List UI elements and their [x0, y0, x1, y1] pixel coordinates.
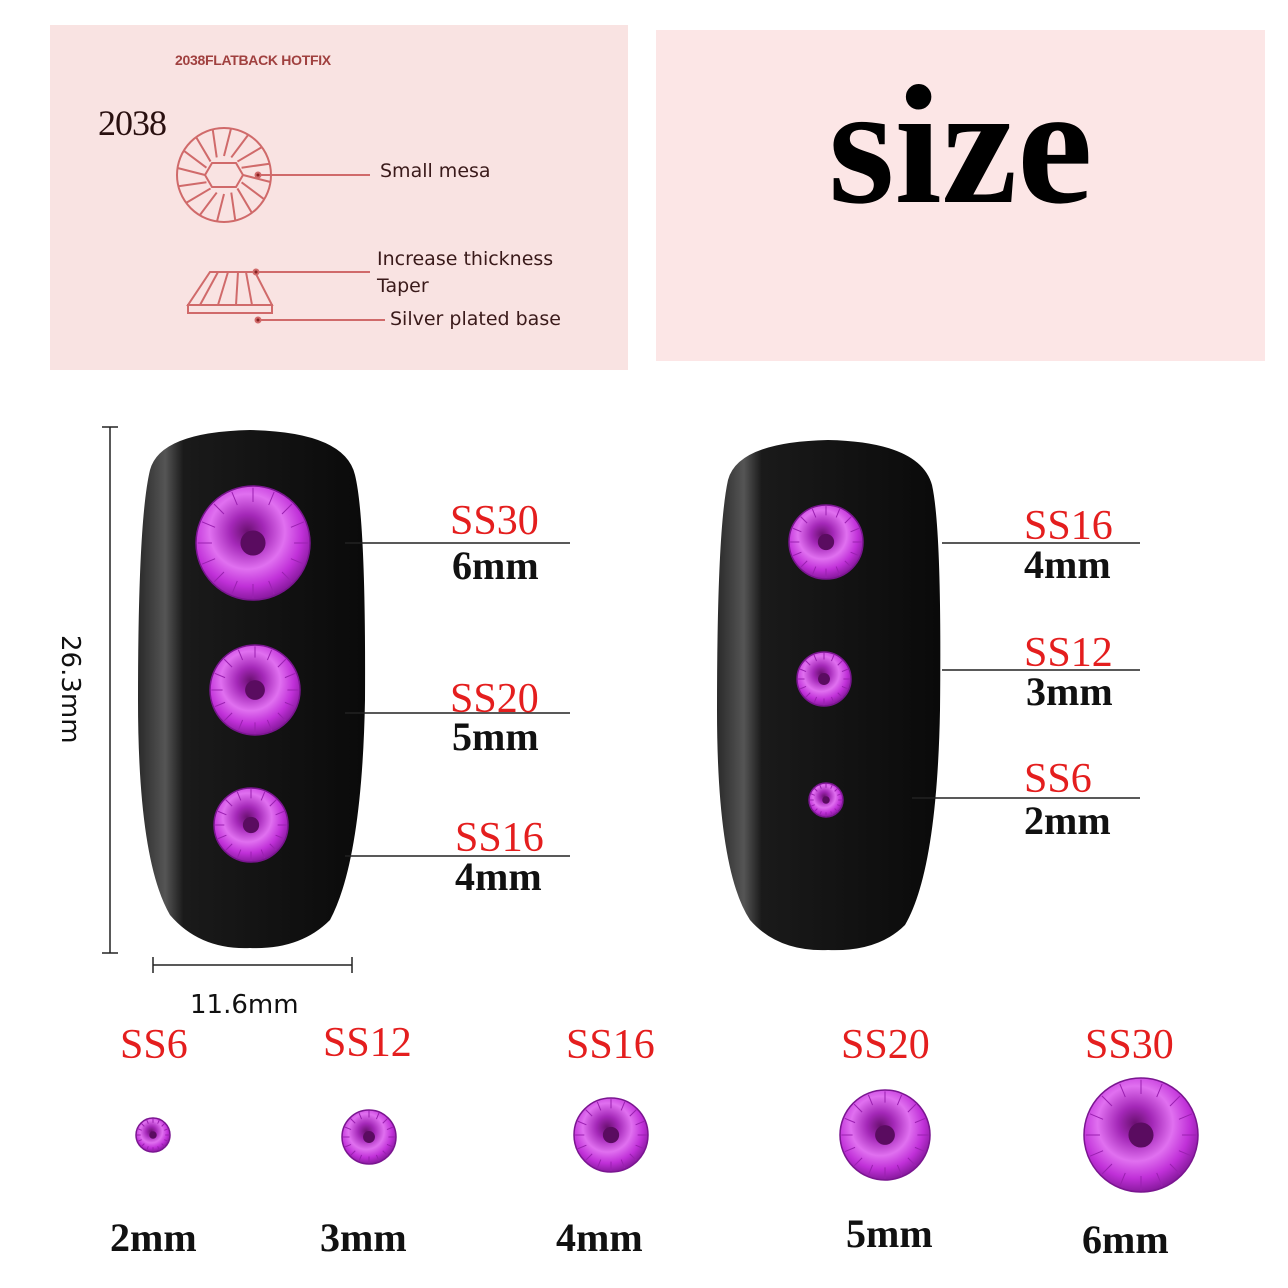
headline-panel [656, 30, 1265, 361]
right-code-1: SS16 [1024, 503, 1113, 549]
right-size-3: 2mm [1024, 798, 1111, 843]
model-number: 2038 [98, 103, 167, 143]
rhinestone [135, 1117, 171, 1153]
label-silver-plated-base: Silver plated base [390, 308, 561, 330]
bottom-size-4: 5mm [846, 1211, 933, 1256]
bottom-code-4: SS20 [841, 1022, 930, 1068]
right-code-3: SS6 [1024, 756, 1092, 802]
rhinestone [573, 1097, 649, 1173]
bottom-size-5: 6mm [1082, 1217, 1169, 1262]
rhinestone [1083, 1077, 1199, 1193]
label-increase-thickness: Increase thickness [377, 248, 554, 270]
bottom-code-2: SS12 [323, 1020, 412, 1066]
rosette-diagram [176, 127, 370, 223]
rhinestone [209, 644, 301, 736]
width-label: 11.6mm [190, 990, 299, 1020]
height-label: 26.3mm [55, 635, 85, 744]
rhinestone [796, 651, 852, 707]
diagram-panel [50, 25, 628, 370]
right-size-2: 3mm [1026, 669, 1113, 714]
left-size-3: 4mm [455, 854, 542, 899]
rhinestone [213, 787, 289, 863]
left-code-1: SS30 [450, 498, 539, 544]
rhinestone [788, 504, 864, 580]
rhinestone [195, 485, 311, 601]
rhinestone [341, 1109, 397, 1165]
left-size-1: 6mm [452, 543, 539, 588]
rhinestone [839, 1089, 931, 1181]
bottom-code-3: SS16 [566, 1022, 655, 1068]
left-code-3: SS16 [455, 815, 544, 861]
right-size-1: 4mm [1024, 542, 1111, 587]
bottom-size-3: 4mm [556, 1215, 643, 1260]
headline-size: size [828, 51, 1093, 239]
label-small-mesa: Small mesa [380, 160, 491, 182]
right-code-2: SS12 [1024, 630, 1113, 676]
width-dimension-line [152, 957, 353, 973]
profile-diagram [186, 171, 385, 324]
diagram-title: 2038FLATBACK HOTFIX [175, 52, 331, 68]
bottom-size-2: 3mm [320, 1215, 407, 1260]
height-dimension-line [102, 426, 118, 954]
leader-lines [345, 542, 1140, 857]
bottom-size-1: 2mm [110, 1215, 197, 1260]
left-code-2: SS20 [450, 676, 539, 722]
bottom-code-5: SS30 [1085, 1022, 1174, 1068]
left-size-2: 5mm [452, 714, 539, 759]
rhinestone [808, 782, 844, 818]
bottom-code-1: SS6 [120, 1022, 188, 1068]
label-taper: Taper [377, 275, 429, 297]
